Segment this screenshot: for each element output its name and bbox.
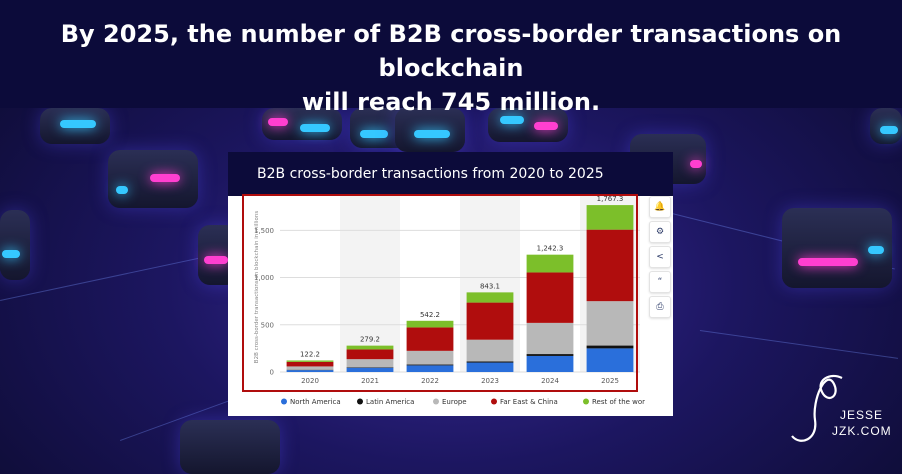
bar-segment xyxy=(406,320,454,328)
bar-segment xyxy=(406,364,454,366)
column-shade xyxy=(340,196,400,372)
bar-segment xyxy=(346,345,394,350)
legend-label: Latin America xyxy=(366,398,414,406)
legend-label: Far East & China xyxy=(500,398,558,406)
bar-segment xyxy=(466,362,514,372)
bar-segment xyxy=(586,301,634,346)
legend-swatch xyxy=(433,398,439,405)
data-label: 1,767.3 xyxy=(597,195,624,203)
quote-icon[interactable]: “ xyxy=(649,271,671,293)
bar-segment xyxy=(286,366,334,370)
logo-line-1: JESSE xyxy=(840,408,884,422)
bar-segment xyxy=(466,302,514,340)
bar-segment xyxy=(526,355,574,372)
y-tick-label: 0 xyxy=(270,369,274,377)
data-label: 843.1 xyxy=(480,282,500,290)
legend-swatch xyxy=(357,398,363,405)
legend-swatch xyxy=(281,398,287,405)
legend-label: Europe xyxy=(442,398,467,406)
chart-toolbar: 🔔 ⚙ < “ ⎙ xyxy=(645,196,673,318)
legend-swatch xyxy=(583,398,589,405)
bar-segment xyxy=(526,254,574,273)
bar-segment xyxy=(526,272,574,323)
gear-icon[interactable]: ⚙ xyxy=(649,221,671,243)
card-title: B2B cross-border transactions from 2020 … xyxy=(228,152,673,196)
y-tick-label: 1,500 xyxy=(254,227,274,235)
highlight-frame xyxy=(242,194,638,392)
bar-segment xyxy=(346,367,394,368)
bar-segment xyxy=(286,360,334,362)
bell-icon[interactable]: 🔔 xyxy=(649,196,671,218)
logo-line-2: JZK.COM xyxy=(832,424,892,438)
x-tick-label: 2022 xyxy=(421,377,439,385)
bar-segment xyxy=(526,322,574,355)
print-icon[interactable]: ⎙ xyxy=(649,296,671,318)
bar-segment xyxy=(586,345,634,349)
legend-label: Rest of the world xyxy=(592,398,645,406)
data-label: 122.2 xyxy=(300,350,320,358)
bar-segment xyxy=(586,348,634,372)
y-axis-label: B2B cross-border transactions on blockch… xyxy=(254,211,260,364)
share-icon[interactable]: < xyxy=(649,246,671,268)
data-label: 542.2 xyxy=(420,311,440,319)
bar-segment xyxy=(466,339,514,362)
bar-segment xyxy=(406,327,454,351)
x-tick-label: 2020 xyxy=(301,377,319,385)
legend-swatch xyxy=(491,398,497,405)
bar-segment xyxy=(286,370,334,372)
x-tick-label: 2024 xyxy=(541,377,559,385)
headline-line-2: will reach 745 million. xyxy=(301,88,601,116)
bar-segment xyxy=(346,359,394,368)
bar-segment xyxy=(466,292,514,303)
data-label: 279.2 xyxy=(360,336,380,344)
bar-segment xyxy=(466,361,514,363)
bar-segment xyxy=(406,350,454,365)
y-tick-label: 500 xyxy=(261,321,274,329)
bar-segment xyxy=(586,205,634,230)
legend-label: North America xyxy=(290,398,341,406)
x-tick-label: 2023 xyxy=(481,377,499,385)
bar-segment xyxy=(586,229,634,302)
bar-segment xyxy=(286,361,334,367)
x-tick-label: 2021 xyxy=(361,377,379,385)
bar-segment xyxy=(526,354,574,356)
bar-segment xyxy=(406,365,454,372)
data-label: 1,242.3 xyxy=(537,245,564,253)
headline-banner: By 2025, the number of B2B cross-border … xyxy=(0,0,902,116)
y-tick-label: 1,000 xyxy=(254,274,274,282)
headline-line-1: By 2025, the number of B2B cross-border … xyxy=(60,20,842,82)
bar-segment xyxy=(346,367,394,372)
x-tick-label: 2025 xyxy=(601,377,619,385)
chart-card: B2B cross-border transactions from 2020 … xyxy=(228,152,673,416)
bar-segment xyxy=(346,349,394,360)
